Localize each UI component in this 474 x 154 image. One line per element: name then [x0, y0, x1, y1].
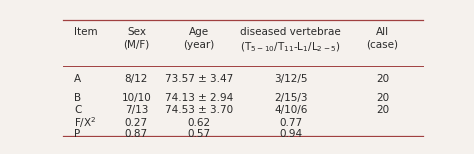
Text: 0.77: 0.77 [279, 118, 302, 128]
Text: A: A [74, 74, 81, 84]
Text: P: P [74, 128, 80, 138]
Text: 20: 20 [376, 105, 389, 115]
Text: 0.62: 0.62 [187, 118, 210, 128]
Text: 20: 20 [376, 74, 389, 84]
Text: 74.13 ± 2.94: 74.13 ± 2.94 [165, 93, 233, 103]
Text: 74.53 ± 3.70: 74.53 ± 3.70 [165, 105, 233, 115]
Text: 0.94: 0.94 [279, 128, 302, 138]
Text: 10/10: 10/10 [121, 93, 151, 103]
Text: Item: Item [74, 27, 98, 37]
Text: 7/13: 7/13 [125, 105, 148, 115]
Text: 0.27: 0.27 [125, 118, 148, 128]
Text: 0.87: 0.87 [125, 128, 148, 138]
Text: 3/12/5: 3/12/5 [274, 74, 308, 84]
Text: F/X$^2$: F/X$^2$ [74, 116, 96, 130]
Text: 2/15/3: 2/15/3 [274, 93, 308, 103]
Text: diseased vertebrae
(T$_{5-10}$/T$_{11}$-L$_1$/L$_{2-5}$): diseased vertebrae (T$_{5-10}$/T$_{11}$-… [240, 27, 341, 54]
Text: 8/12: 8/12 [125, 74, 148, 84]
Text: 73.57 ± 3.47: 73.57 ± 3.47 [165, 74, 233, 84]
Text: Age
(year): Age (year) [183, 27, 214, 50]
Text: 20: 20 [376, 93, 389, 103]
Text: B: B [74, 93, 81, 103]
Text: 4/10/6: 4/10/6 [274, 105, 307, 115]
Text: Sex
(M/F): Sex (M/F) [123, 27, 149, 50]
Text: All
(case): All (case) [366, 27, 399, 50]
Text: C: C [74, 105, 82, 115]
Text: 0.57: 0.57 [187, 128, 210, 138]
